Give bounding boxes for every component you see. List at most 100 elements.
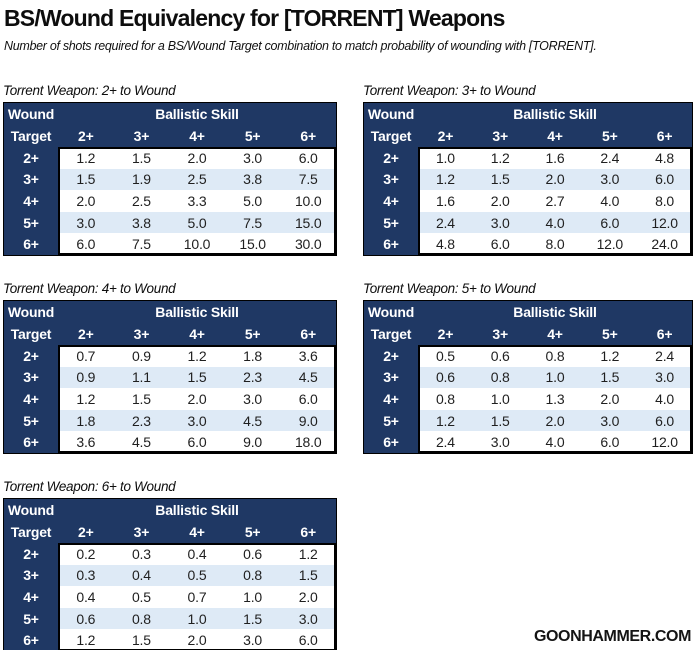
data-cell: 0.5 (169, 564, 225, 587)
corner-line-wound: Wound (7, 106, 55, 122)
data-cell: 2.0 (527, 409, 583, 432)
col-header-4+: 4+ (547, 325, 563, 342)
data-cell: 3.0 (58, 211, 114, 234)
table-title: Torrent Weapon: 4+ to Wound (3, 280, 176, 296)
data-cell: 0.6 (224, 542, 281, 565)
data-cell: 12.0 (582, 233, 638, 255)
data-cell: 0.4 (169, 542, 225, 565)
data-cell: 1.6 (527, 147, 583, 169)
data-cell: 0.8 (472, 366, 528, 389)
data-cell: 1.2 (58, 388, 114, 410)
data-cell: 1.2 (58, 629, 114, 650)
data-cell: 1.5 (113, 388, 170, 410)
col-header-4+: 4+ (189, 128, 205, 144)
col-header-2+: 2+ (78, 325, 94, 342)
data-cell: 1.0 (527, 366, 583, 389)
table-title: Torrent Weapon: 2+ to Wound (3, 83, 176, 98)
row-header-3+: 3+ (23, 369, 39, 386)
data-cell: 3.0 (472, 431, 528, 453)
row-header-2+: 2+ (23, 545, 39, 562)
data-cell: 18.0 (280, 431, 336, 453)
col-header-2+: 2+ (437, 128, 454, 144)
data-cell: 2.0 (280, 586, 336, 608)
data-cell: 0.5 (418, 344, 473, 367)
data-cell: 1.9 (113, 168, 170, 191)
col-header-4+: 4+ (189, 325, 205, 342)
corner-cell: Wound Target (364, 103, 418, 147)
data-cell: 2.5 (169, 168, 225, 191)
row-header-3+: 3+ (383, 369, 399, 386)
data-cell: 1.1 (113, 366, 170, 389)
data-cell: 1.6 (418, 190, 473, 212)
data-cell: 0.3 (113, 542, 170, 565)
data-cell: 9.0 (224, 431, 281, 453)
col-header-5+: 5+ (244, 325, 261, 342)
col-header-5+: 5+ (602, 128, 618, 144)
data-cell: 1.5 (58, 168, 114, 191)
data-cell: 4.0 (527, 211, 583, 234)
data-cell: 3.0 (224, 388, 281, 410)
data-cell: 0.4 (58, 586, 114, 608)
col-header-5+: 5+ (244, 128, 261, 144)
row-header-6+: 6+ (383, 236, 399, 253)
data-cell: 8.0 (637, 190, 692, 212)
data-cell: 5.0 (169, 211, 225, 234)
row-header-4+: 4+ (383, 390, 399, 407)
data-cell: 1.5 (582, 366, 638, 389)
row-header-5+: 5+ (383, 214, 399, 231)
data-cell: 3.0 (224, 147, 281, 169)
data-cell: 1.5 (113, 629, 170, 650)
data-cell: 6.0 (637, 168, 692, 191)
data-cell: 1.8 (58, 409, 114, 432)
data-cell: 6.0 (472, 233, 528, 255)
corner-line-target: Target (370, 128, 412, 144)
row-header-4+: 4+ (23, 390, 39, 407)
data-cell: 6.0 (582, 211, 638, 234)
row-header-2+: 2+ (383, 347, 399, 364)
data-cell: 1.0 (472, 388, 528, 410)
data-cell: 12.0 (637, 431, 692, 453)
data-cell: 3.8 (224, 168, 281, 191)
data-cell: 15.0 (224, 233, 281, 255)
weapon-table: Wound Target Ballistic Skill 2+ 3+ 4+ 5+ 6+ 2+ 1.… (363, 102, 693, 256)
weapon-table: Wound Target Ballistic Skill 2+ 3+ 4+ 5+ 6+ 2+ 0.… (3, 299, 337, 454)
data-cell: 1.5 (280, 564, 336, 587)
data-cell: 2.5 (113, 190, 170, 212)
tables-grid: Torrent Weapon: 2+ to Wound Wound Target B… (3, 84, 693, 650)
data-cell: 1.5 (224, 607, 281, 630)
ballistic-skill-header: Ballistic Skill (155, 106, 239, 122)
data-cell: 2.3 (224, 366, 281, 389)
data-cell: 4.0 (582, 190, 638, 212)
corner-cell: Wound Target (4, 103, 58, 147)
col-header-2+: 2+ (78, 128, 94, 144)
col-header-3+: 3+ (492, 128, 508, 144)
col-header-3+: 3+ (133, 325, 150, 342)
data-cell: 4.8 (637, 147, 692, 169)
weapon-table: Wound Target Ballistic Skill 2+ 3+ 4+ 5+ 6+ 2+ 0.… (3, 497, 337, 650)
data-cell: 1.3 (527, 388, 583, 410)
data-cell: 6.0 (280, 629, 336, 650)
data-cell: 0.3 (58, 564, 114, 587)
data-cell: 1.0 (418, 147, 473, 169)
col-header-3+: 3+ (133, 128, 150, 144)
table-title: Torrent Weapon: 5+ to Wound (363, 280, 536, 296)
data-cell: 3.0 (582, 409, 638, 432)
col-header-2+: 2+ (78, 523, 94, 540)
data-cell: 3.6 (280, 344, 336, 367)
weapon-table: Wound Target Ballistic Skill 2+ 3+ 4+ 5+ 6+ 2+ 1.… (3, 102, 337, 256)
row-header-4+: 4+ (23, 192, 39, 209)
data-cell: 1.0 (169, 607, 225, 630)
data-cell: 8.0 (527, 233, 583, 255)
data-cell: 2.0 (169, 147, 225, 169)
data-cell: 5.0 (224, 190, 281, 212)
data-cell: 2.4 (418, 211, 473, 234)
data-cell: 2.0 (58, 190, 114, 212)
data-cell: 4.5 (280, 366, 336, 389)
data-cell: 3.0 (472, 211, 528, 234)
data-cell: 0.6 (58, 607, 114, 630)
data-cell: 3.6 (58, 431, 114, 453)
data-cell: 4.0 (527, 431, 583, 453)
data-cell: 10.0 (169, 233, 225, 255)
col-header-6+: 6+ (300, 128, 316, 144)
